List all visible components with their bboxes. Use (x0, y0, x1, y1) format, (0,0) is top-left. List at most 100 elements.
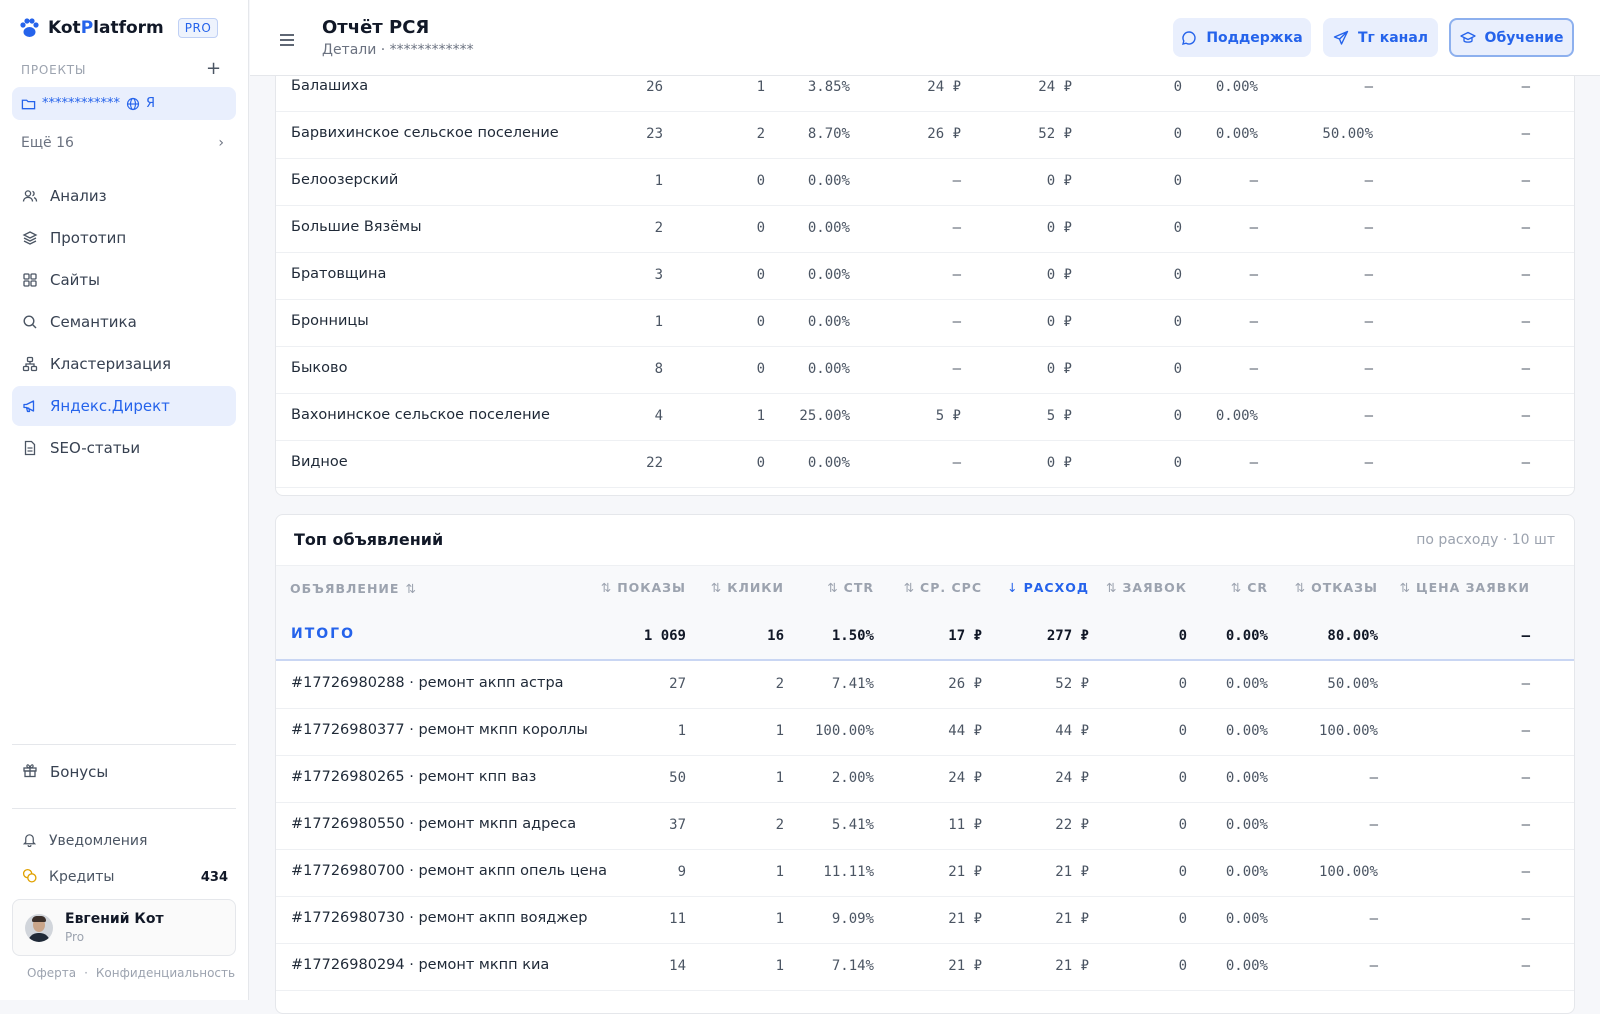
total-leads-cell: 0 (1178, 628, 1187, 644)
table-row[interactable]: #17726980700 · ремонт акпп опель цена 9 1 1… (276, 849, 1574, 897)
privacy-link[interactable]: Конфиденциальность (95, 966, 236, 980)
ctr-cell: 2.00% (831, 770, 874, 786)
impressions-cell: 9 (677, 864, 686, 880)
spend-cell: 52 ₽ (1055, 676, 1089, 692)
clicks-cell: 2 (775, 676, 784, 692)
total-cpc-cell: 17 ₽ (948, 628, 982, 644)
support-button[interactable]: Поддержка (1173, 18, 1311, 57)
nav-item-analysis[interactable]: Анализ (12, 176, 236, 216)
nav-item-yandex-direct[interactable]: Яндекс.Директ (12, 386, 236, 426)
column-header-ctr[interactable]: ⇅ CTR (827, 580, 874, 595)
column-header-ad[interactable]: ОБЪЯВЛЕНИЕ ⇅ (290, 581, 417, 596)
table-row[interactable]: #17726980730 · ремонт акпп вояджер 11 1 9.0… (276, 896, 1574, 944)
nav-item-prototype[interactable]: Прототип (12, 218, 236, 258)
spend-cell: 21 ₽ (1055, 958, 1089, 974)
cpc-cell: — (952, 361, 961, 377)
page-title: Отчёт РСЯ (322, 17, 430, 38)
column-header-clicks[interactable]: ⇅ КЛИКИ (711, 580, 784, 595)
region-name: Быково (291, 360, 348, 376)
logo[interactable]: KotPlatform PRO (18, 17, 219, 39)
nav-item-semantics[interactable]: Семантика (12, 302, 236, 342)
table-row[interactable]: #17726980294 · ремонт мкпп киа 14 1 7.14% 21… (276, 943, 1574, 991)
ctr-cell: 0.00% (807, 455, 850, 471)
credits-link[interactable]: Кредиты 434 (12, 862, 236, 892)
pro-badge: PRO (177, 18, 219, 38)
impressions-cell: 3 (654, 267, 663, 283)
column-header-cpc[interactable]: ⇅ СР. CPC (904, 580, 982, 595)
sort-icon: ⇅ (1294, 580, 1307, 595)
lead-price-cell: — (1521, 173, 1530, 189)
add-project-button[interactable]: + (206, 58, 222, 79)
nav-item-clustering[interactable]: Кластеризация (12, 344, 236, 384)
cr-cell: — (1249, 455, 1258, 471)
lead-price-cell: — (1521, 79, 1530, 95)
sidebar: KotPlatform PRO ПРОЕКТЫ + ************ Я… (0, 0, 249, 1000)
clicks-cell: 0 (756, 267, 765, 283)
ad-name: #17726980730 · ремонт акпп вояджер (291, 910, 588, 926)
bounce-cell: — (1364, 408, 1373, 424)
sort-icon: ⇅ (600, 580, 613, 595)
bonuses-label: Бонусы (50, 763, 109, 781)
column-header-spend[interactable]: ↓ РАСХОД (1007, 580, 1089, 595)
credits-label: Кредиты (49, 869, 115, 885)
table-row[interactable]: #17726980265 · ремонт кпп ваз 50 1 2.00% 24 … (276, 755, 1574, 803)
more-projects-label: Ещё 16 (21, 135, 74, 151)
spend-cell: 0 ₽ (1046, 267, 1072, 283)
column-header-lead-price[interactable]: ⇅ ЦЕНА ЗАЯВКИ (1400, 580, 1531, 595)
more-projects-button[interactable]: Ещё 16 › (12, 128, 236, 158)
clicks-cell: 0 (756, 361, 765, 377)
notifications-link[interactable]: Уведомления (12, 826, 236, 856)
bounce-cell: — (1369, 817, 1378, 833)
cpc-cell: 24 ₽ (927, 79, 961, 95)
impressions-cell: 8 (654, 361, 663, 377)
menu-toggle-button[interactable] (280, 30, 294, 51)
project-item-active[interactable]: ************ Я (12, 87, 236, 120)
ctr-cell: 7.14% (831, 958, 874, 974)
impressions-cell: 1 (677, 723, 686, 739)
top-ads-meta: по расходу · 10 шт (1416, 532, 1555, 548)
leads-cell: 0 (1178, 770, 1187, 786)
telegram-button[interactable]: Тг канал (1323, 18, 1438, 57)
user-card[interactable]: Евгений Кот Pro (12, 899, 236, 956)
table-row[interactable]: #17726980377 · ремонт мкпп короллы 1 1 100.… (276, 708, 1574, 756)
lead-price-cell: — (1521, 958, 1530, 974)
nav-item-sites[interactable]: Сайты (12, 260, 236, 300)
column-header-leads[interactable]: ⇅ ЗАЯВОК (1106, 580, 1187, 595)
telegram-label: Тг канал (1357, 29, 1429, 46)
impressions-cell: 2 (654, 220, 663, 236)
yandex-marker: Я (146, 96, 156, 111)
clicks-cell: 1 (756, 408, 765, 424)
leads-cell: 0 (1178, 864, 1187, 880)
table-row[interactable]: #17726980288 · ремонт акпп астра 27 2 7.41%… (276, 661, 1574, 709)
table-row: Балашиха 26 1 3.85% 24 ₽ 24 ₽ 0 0.00% — — (276, 67, 1574, 112)
cr-cell: 0.00% (1225, 817, 1268, 833)
spend-cell: 22 ₽ (1055, 817, 1089, 833)
learning-button[interactable]: Обучение (1449, 18, 1574, 57)
lead-price-cell: — (1521, 220, 1530, 236)
ad-name: #17726980377 · ремонт мкпп короллы (291, 722, 588, 738)
ctr-cell: 100.00% (814, 723, 874, 739)
table-row[interactable]: #17726980550 · ремонт мкпп адреса 37 2 5.41… (276, 802, 1574, 850)
column-header-cr[interactable]: ⇅ CR (1231, 580, 1268, 595)
clicks-cell: 2 (756, 126, 765, 142)
nav-item-seo-articles[interactable]: SEO-статьи (12, 428, 236, 468)
column-header-impressions[interactable]: ⇅ ПОКАЗЫ (601, 580, 686, 595)
bonuses-link[interactable]: Бонусы (12, 752, 236, 792)
ctr-cell: 9.09% (831, 911, 874, 927)
impressions-cell: 14 (669, 958, 686, 974)
region-name: Вахонинское сельское поселение (291, 407, 550, 423)
impressions-cell: 50 (669, 770, 686, 786)
offer-link[interactable]: Оферта (27, 966, 77, 980)
lead-price-cell: — (1521, 676, 1530, 692)
regions-table: Балашиха 26 1 3.85% 24 ₽ 24 ₽ 0 0.00% — — Барвихин… (275, 66, 1575, 496)
column-header-bounce[interactable]: ⇅ ОТКАЗЫ (1295, 580, 1378, 595)
users-icon (22, 188, 38, 204)
ad-name: #17726980294 · ремонт мкпп киа (291, 957, 550, 973)
folder-icon (21, 99, 36, 110)
impressions-cell: 4 (654, 408, 663, 424)
column-label: ЦЕНА ЗАЯВКИ (1415, 580, 1530, 595)
legal-links: Оферта · Конфиденциальность (27, 966, 235, 980)
cpc-cell: — (952, 173, 961, 189)
cr-cell: — (1249, 220, 1258, 236)
lead-price-cell: — (1521, 455, 1530, 471)
